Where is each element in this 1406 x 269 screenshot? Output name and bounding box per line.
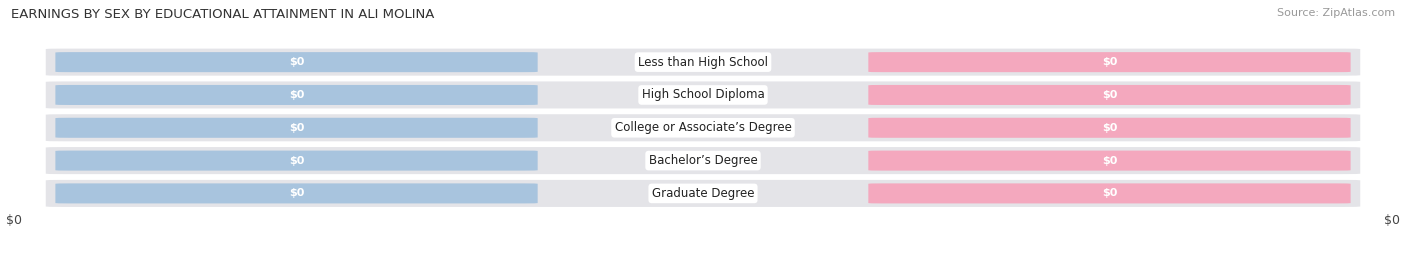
Text: $0: $0 <box>1102 90 1118 100</box>
Text: EARNINGS BY SEX BY EDUCATIONAL ATTAINMENT IN ALI MOLINA: EARNINGS BY SEX BY EDUCATIONAL ATTAINMEN… <box>11 8 434 21</box>
FancyBboxPatch shape <box>869 151 1351 171</box>
Text: $0: $0 <box>1102 188 1118 199</box>
FancyBboxPatch shape <box>55 151 537 171</box>
Text: College or Associate’s Degree: College or Associate’s Degree <box>614 121 792 134</box>
Text: $0: $0 <box>288 155 304 166</box>
FancyBboxPatch shape <box>46 180 1360 207</box>
Text: Graduate Degree: Graduate Degree <box>652 187 754 200</box>
Legend: Male, Female: Male, Female <box>636 266 770 269</box>
Text: High School Diploma: High School Diploma <box>641 89 765 101</box>
FancyBboxPatch shape <box>55 85 537 105</box>
FancyBboxPatch shape <box>46 49 1360 76</box>
FancyBboxPatch shape <box>46 114 1360 141</box>
Text: Source: ZipAtlas.com: Source: ZipAtlas.com <box>1277 8 1395 18</box>
FancyBboxPatch shape <box>869 85 1351 105</box>
Text: $0: $0 <box>288 57 304 67</box>
FancyBboxPatch shape <box>46 82 1360 108</box>
Text: $0: $0 <box>1102 57 1118 67</box>
Text: Less than High School: Less than High School <box>638 56 768 69</box>
FancyBboxPatch shape <box>55 183 537 203</box>
Text: $0: $0 <box>288 123 304 133</box>
Text: $0: $0 <box>288 188 304 199</box>
Text: $0: $0 <box>1102 155 1118 166</box>
Text: Bachelor’s Degree: Bachelor’s Degree <box>648 154 758 167</box>
FancyBboxPatch shape <box>55 118 537 138</box>
Text: $0: $0 <box>1102 123 1118 133</box>
FancyBboxPatch shape <box>55 52 537 72</box>
FancyBboxPatch shape <box>869 118 1351 138</box>
FancyBboxPatch shape <box>46 147 1360 174</box>
Text: $0: $0 <box>288 90 304 100</box>
FancyBboxPatch shape <box>869 183 1351 203</box>
FancyBboxPatch shape <box>869 52 1351 72</box>
